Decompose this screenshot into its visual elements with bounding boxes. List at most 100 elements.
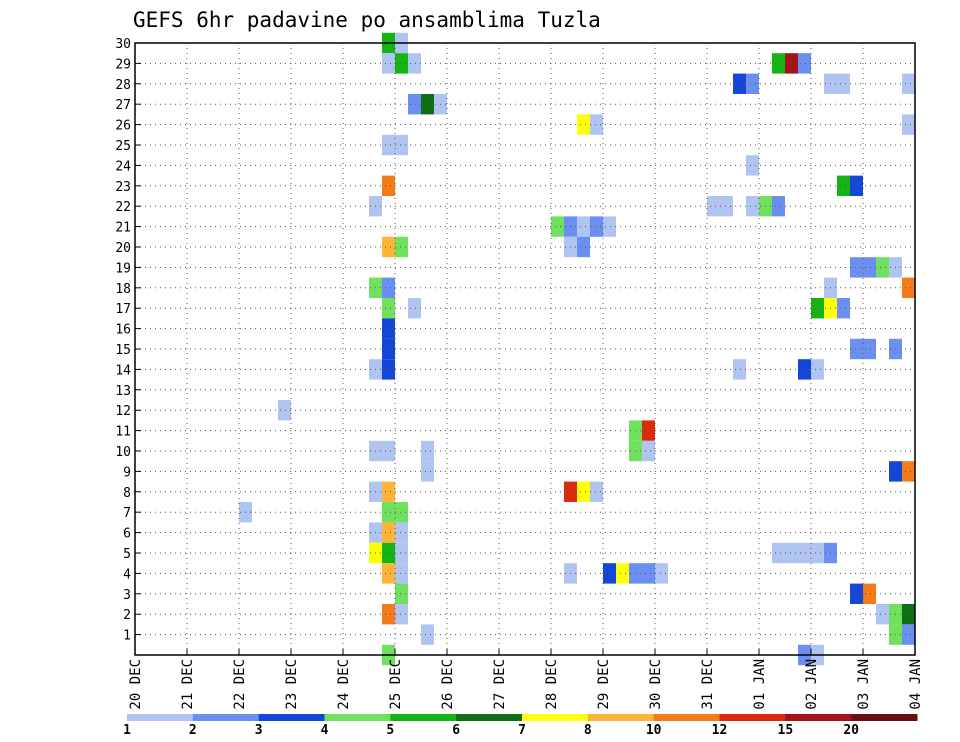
precip-cell-41 bbox=[863, 257, 876, 278]
precip-cell-40 bbox=[850, 257, 863, 278]
y-tick-label: 5 bbox=[123, 547, 131, 562]
legend-swatch bbox=[719, 714, 786, 721]
y-tick-label: 17 bbox=[115, 302, 131, 317]
precip-cell-8 bbox=[733, 73, 746, 94]
precip-cell-80 bbox=[382, 502, 395, 523]
precip-cell-47 bbox=[902, 277, 915, 298]
precip-cell-48 bbox=[382, 298, 395, 319]
precip-cell-11 bbox=[837, 73, 850, 94]
precip-cell-89 bbox=[785, 542, 798, 564]
precip-cell-102 bbox=[850, 583, 863, 604]
precip-cell-23 bbox=[837, 175, 850, 196]
y-tick-label: 3 bbox=[123, 588, 131, 603]
precip-cell-13 bbox=[408, 94, 421, 115]
precip-cell-75 bbox=[382, 481, 395, 502]
legend-swatch bbox=[587, 714, 655, 721]
precip-cell-2 bbox=[382, 53, 395, 74]
legend-label: 5 bbox=[386, 723, 394, 738]
precip-cell-39 bbox=[577, 236, 590, 258]
x-tick-label: 29 DEC bbox=[596, 659, 612, 710]
legend-swatch bbox=[785, 714, 852, 721]
precip-cell-7 bbox=[798, 53, 811, 74]
x-tick-label: 25 DEC bbox=[388, 659, 404, 710]
y-tick-label: 26 bbox=[115, 119, 131, 134]
precip-cell-49 bbox=[408, 298, 421, 319]
x-tick-label: 24 DEC bbox=[336, 659, 352, 710]
precip-cell-78 bbox=[590, 481, 603, 502]
x-tick-label: 27 DEC bbox=[492, 659, 508, 710]
precip-cell-70 bbox=[642, 440, 655, 462]
x-tick-label: 28 DEC bbox=[544, 659, 560, 710]
legend-label: 2 bbox=[189, 723, 197, 738]
legend-swatch bbox=[653, 714, 720, 721]
legend-label: 15 bbox=[778, 723, 794, 738]
x-tick-label: 20 DEC bbox=[128, 659, 144, 710]
precip-cell-21 bbox=[746, 155, 759, 176]
x-tick-label: 30 DEC bbox=[648, 659, 664, 710]
precip-cell-16 bbox=[577, 114, 590, 135]
precip-cell-9 bbox=[746, 73, 759, 94]
y-tick-label: 29 bbox=[115, 57, 131, 72]
legend-label: 12 bbox=[712, 723, 728, 738]
y-tick-label: 1 bbox=[123, 629, 131, 644]
legend-label: 1 bbox=[123, 723, 131, 738]
legend-swatch bbox=[390, 714, 457, 721]
precip-cell-68 bbox=[421, 440, 434, 462]
precip-cell-22 bbox=[382, 175, 395, 196]
precip-cell-103 bbox=[863, 583, 876, 604]
precip-cell-105 bbox=[395, 604, 408, 625]
legend-label: 7 bbox=[518, 723, 526, 738]
grid-lines bbox=[135, 43, 915, 655]
legend-swatch bbox=[324, 714, 391, 721]
x-tick-label: 26 DEC bbox=[440, 659, 456, 710]
precip-cell-55 bbox=[850, 338, 863, 360]
precip-cell-87 bbox=[395, 542, 408, 564]
y-tick-label: 11 bbox=[115, 425, 131, 440]
y-tick-label: 10 bbox=[115, 445, 131, 460]
x-tick-label: 22 DEC bbox=[232, 659, 248, 710]
y-tick-label: 25 bbox=[115, 139, 131, 154]
precip-cell-93 bbox=[382, 563, 395, 584]
precip-cell-33 bbox=[577, 216, 590, 237]
precip-cell-12 bbox=[902, 73, 915, 94]
legend-label: 3 bbox=[255, 723, 263, 738]
precip-cell-37 bbox=[395, 236, 408, 258]
precip-cell-31 bbox=[551, 216, 564, 237]
y-tick-label: 6 bbox=[123, 527, 131, 542]
precip-cell-96 bbox=[603, 563, 616, 584]
legend-swatch bbox=[192, 714, 260, 721]
y-axis: 1234567891011121314151617181920212223242… bbox=[115, 37, 141, 644]
precip-cell-24 bbox=[850, 175, 863, 196]
precip-cell-108 bbox=[902, 604, 915, 625]
x-tick-label: 04 JAN bbox=[908, 659, 924, 710]
legend-label: 8 bbox=[584, 723, 592, 738]
precip-cell-91 bbox=[811, 542, 824, 564]
x-tick-label: 31 DEC bbox=[700, 659, 716, 710]
y-tick-label: 7 bbox=[123, 506, 131, 521]
precip-cell-56 bbox=[863, 338, 876, 360]
precip-cell-61 bbox=[798, 359, 811, 380]
y-tick-label: 22 bbox=[115, 200, 131, 215]
precip-cell-17 bbox=[590, 114, 603, 135]
precip-cell-100 bbox=[655, 563, 668, 584]
precip-cell-4 bbox=[408, 53, 421, 74]
precip-cell-42 bbox=[876, 257, 889, 278]
legend-swatch bbox=[127, 714, 194, 721]
y-tick-label: 18 bbox=[115, 282, 131, 297]
y-tick-label: 19 bbox=[115, 261, 131, 276]
precip-cell-90 bbox=[798, 542, 811, 564]
precip-cell-50 bbox=[811, 298, 824, 319]
precip-cell-20 bbox=[395, 134, 408, 156]
legend-swatch bbox=[522, 714, 589, 721]
y-tick-label: 30 bbox=[115, 37, 131, 52]
precip-cell-65 bbox=[642, 420, 655, 441]
x-tick-label: 03 JAN bbox=[856, 659, 872, 710]
precip-cell-73 bbox=[902, 461, 915, 482]
precip-cell-6 bbox=[785, 53, 798, 74]
legend-label: 6 bbox=[452, 723, 460, 738]
precip-cell-63 bbox=[278, 400, 291, 421]
legend-label: 4 bbox=[321, 723, 329, 738]
legend-swatch bbox=[851, 714, 918, 721]
y-tick-label: 28 bbox=[115, 78, 131, 93]
